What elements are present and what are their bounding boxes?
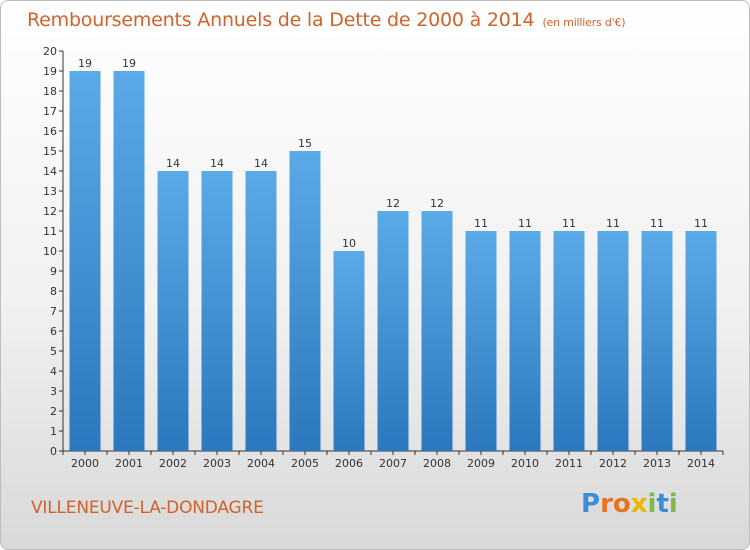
x-tick-label: 2013 (643, 457, 671, 470)
bar (113, 71, 145, 451)
x-tick-label: 2012 (599, 457, 627, 470)
bar-value-label: 10 (342, 237, 356, 250)
x-tick-label: 2002 (159, 457, 187, 470)
x-tick-label: 2003 (203, 457, 231, 470)
bar-value-label: 14 (166, 157, 180, 170)
bar (553, 231, 585, 451)
bar (333, 251, 365, 451)
bar-value-label: 11 (650, 217, 664, 230)
y-tick-label: 5 (50, 345, 57, 358)
x-tick-label: 2014 (687, 457, 715, 470)
brand-letter: i (647, 489, 657, 519)
y-tick-label: 17 (43, 105, 57, 118)
bar-value-label: 14 (210, 157, 224, 170)
bar-value-label: 11 (518, 217, 532, 230)
bar (421, 211, 453, 451)
bar-value-label: 11 (694, 217, 708, 230)
bar (685, 231, 717, 451)
y-tick-label: 19 (43, 65, 57, 78)
y-tick-label: 0 (50, 445, 57, 458)
bar (245, 171, 277, 451)
bar-value-label: 19 (122, 57, 136, 70)
bar (289, 151, 321, 451)
x-tick-label: 2000 (71, 457, 99, 470)
y-tick-label: 15 (43, 145, 57, 158)
bar (377, 211, 409, 451)
bar (201, 171, 233, 451)
brand-letter: i (668, 489, 678, 519)
bar (465, 231, 497, 451)
x-tick-label: 2007 (379, 457, 407, 470)
brand-letter: x (630, 489, 648, 519)
y-tick-label: 16 (43, 125, 57, 138)
bar (157, 171, 189, 451)
bar-value-label: 12 (386, 197, 400, 210)
bar-value-label: 15 (298, 137, 312, 150)
x-tick-label: 2004 (247, 457, 275, 470)
brand-letter: t (656, 489, 669, 519)
y-tick-label: 12 (43, 205, 57, 218)
y-tick-label: 1 (50, 425, 57, 438)
brand-letter: P (581, 489, 601, 519)
city-name: VILLENEUVE-LA-DONDAGRE (31, 498, 264, 518)
bar (597, 231, 629, 451)
y-tick-label: 8 (50, 285, 57, 298)
bar (509, 231, 541, 451)
x-tick-label: 2006 (335, 457, 363, 470)
y-tick-label: 11 (43, 225, 57, 238)
bar-value-label: 12 (430, 197, 444, 210)
bar-value-label: 14 (254, 157, 268, 170)
chart-title-text: Remboursements Annuels de la Dette de 20… (27, 9, 535, 31)
x-tick-label: 2009 (467, 457, 495, 470)
y-tick-label: 3 (50, 385, 57, 398)
y-tick-label: 7 (50, 305, 57, 318)
chart-title: Remboursements Annuels de la Dette de 20… (27, 9, 626, 31)
chart-unit: (en milliers d'€) (542, 16, 626, 29)
brand-logo: Proxiti (581, 489, 691, 523)
bar-value-label: 11 (474, 217, 488, 230)
x-tick-label: 2011 (555, 457, 583, 470)
y-tick-label: 2 (50, 405, 57, 418)
x-tick-label: 2010 (511, 457, 539, 470)
y-tick-label: 20 (43, 45, 57, 58)
y-tick-label: 10 (43, 245, 57, 258)
y-tick-label: 18 (43, 85, 57, 98)
x-tick-label: 2008 (423, 457, 451, 470)
y-tick-label: 4 (50, 365, 57, 378)
y-tick-label: 6 (50, 325, 57, 338)
brand-letter: o (612, 489, 631, 519)
bar-value-label: 19 (78, 57, 92, 70)
brand-letter: r (600, 489, 613, 519)
y-tick-label: 14 (43, 165, 57, 178)
x-tick-label: 2001 (115, 457, 143, 470)
x-tick-label: 2005 (291, 457, 319, 470)
bar-value-label: 11 (562, 217, 576, 230)
bar-value-label: 11 (606, 217, 620, 230)
y-tick-label: 13 (43, 185, 57, 198)
bar (69, 71, 101, 451)
y-tick-label: 9 (50, 265, 57, 278)
bar (641, 231, 673, 451)
